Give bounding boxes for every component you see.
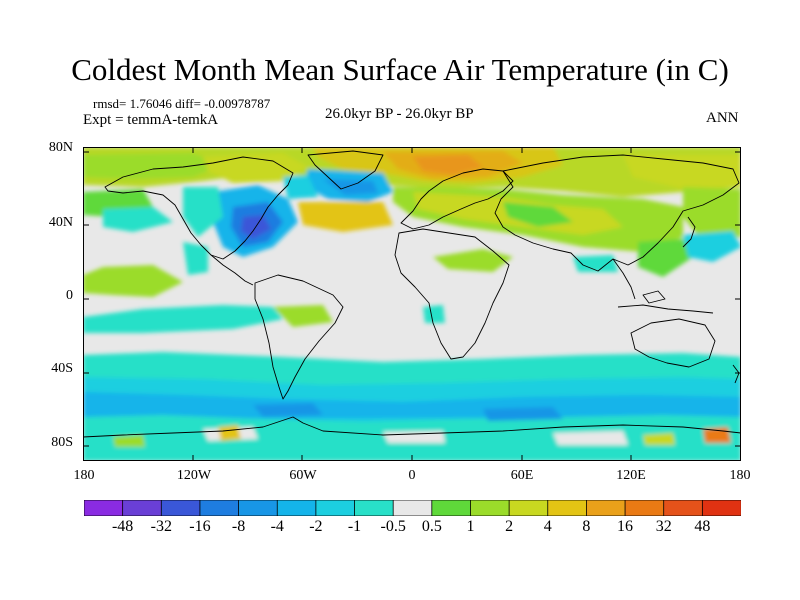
x-tick-180e: 180 — [729, 468, 751, 483]
colorbar-label: -16 — [189, 518, 211, 535]
x-tick-120e: 120E — [616, 468, 646, 483]
colorbar-label: 2 — [505, 518, 514, 535]
colorbar-cell — [392, 500, 433, 516]
colorbar-cell — [701, 500, 741, 516]
y-tick-40s: 40S — [51, 361, 73, 376]
colorbar-cell — [84, 500, 124, 516]
colorbar-label: -0.5 — [380, 518, 406, 535]
y-tick-40n: 40N — [48, 215, 73, 230]
colorbar-label: 48 — [694, 518, 711, 535]
stats-text: rmsd= 1.76046 diff= -0.00978787 — [93, 96, 271, 111]
colorbar-label: -8 — [231, 518, 246, 535]
coastlines — [83, 150, 741, 438]
colorbar-label: 8 — [582, 518, 591, 535]
colorbar-label: 0.5 — [421, 518, 442, 535]
colorbar-cell — [586, 500, 626, 516]
x-tick-180w: 180 — [73, 468, 95, 483]
colorbar-cell — [160, 500, 201, 516]
temperature-map — [83, 147, 741, 461]
colorbar-label: -1 — [347, 518, 362, 535]
season-label: ANN — [706, 110, 739, 126]
x-tick-60w: 60W — [289, 468, 317, 483]
axis-ticks — [83, 147, 741, 461]
colorbar-label: -4 — [270, 518, 284, 535]
x-tick-120w: 120W — [176, 468, 212, 483]
colorbar-label: 16 — [617, 518, 634, 535]
colorbar-label: 4 — [543, 518, 552, 535]
colorbar — [84, 500, 741, 516]
y-tick-80s: 80S — [51, 435, 73, 450]
colorbar-cell — [663, 500, 704, 516]
colorbar-cell — [199, 500, 240, 516]
period-label: 26.0kyr BP - 26.0kyr BP — [325, 106, 474, 122]
x-tick-60e: 60E — [510, 468, 534, 483]
colorbar-cell — [470, 500, 510, 516]
colorbar-label: -32 — [150, 518, 172, 535]
colorbar-cell — [354, 500, 394, 516]
colorbar-cell — [122, 500, 163, 516]
y-tick-80n: 80N — [48, 140, 73, 155]
colorbar-label: 32 — [655, 518, 672, 535]
colorbar-label: -48 — [111, 518, 134, 535]
y-tick-0: 0 — [66, 288, 73, 303]
experiment-label: Expt = temmA-temkA — [83, 112, 219, 128]
colorbar-cell — [276, 500, 317, 516]
colorbar-cell — [547, 500, 588, 516]
colorbar-cell — [238, 500, 278, 516]
figure-title: Coldest Month Mean Surface Air Temperatu… — [71, 52, 729, 87]
colorbar-cell — [508, 500, 549, 516]
colorbar-cell — [315, 500, 356, 516]
colorbar-label: -2 — [309, 518, 323, 535]
colorbar-cell — [431, 500, 472, 516]
colorbar-cell — [624, 500, 665, 516]
colorbar-label: 1 — [466, 518, 475, 535]
x-tick-0: 0 — [408, 468, 416, 483]
